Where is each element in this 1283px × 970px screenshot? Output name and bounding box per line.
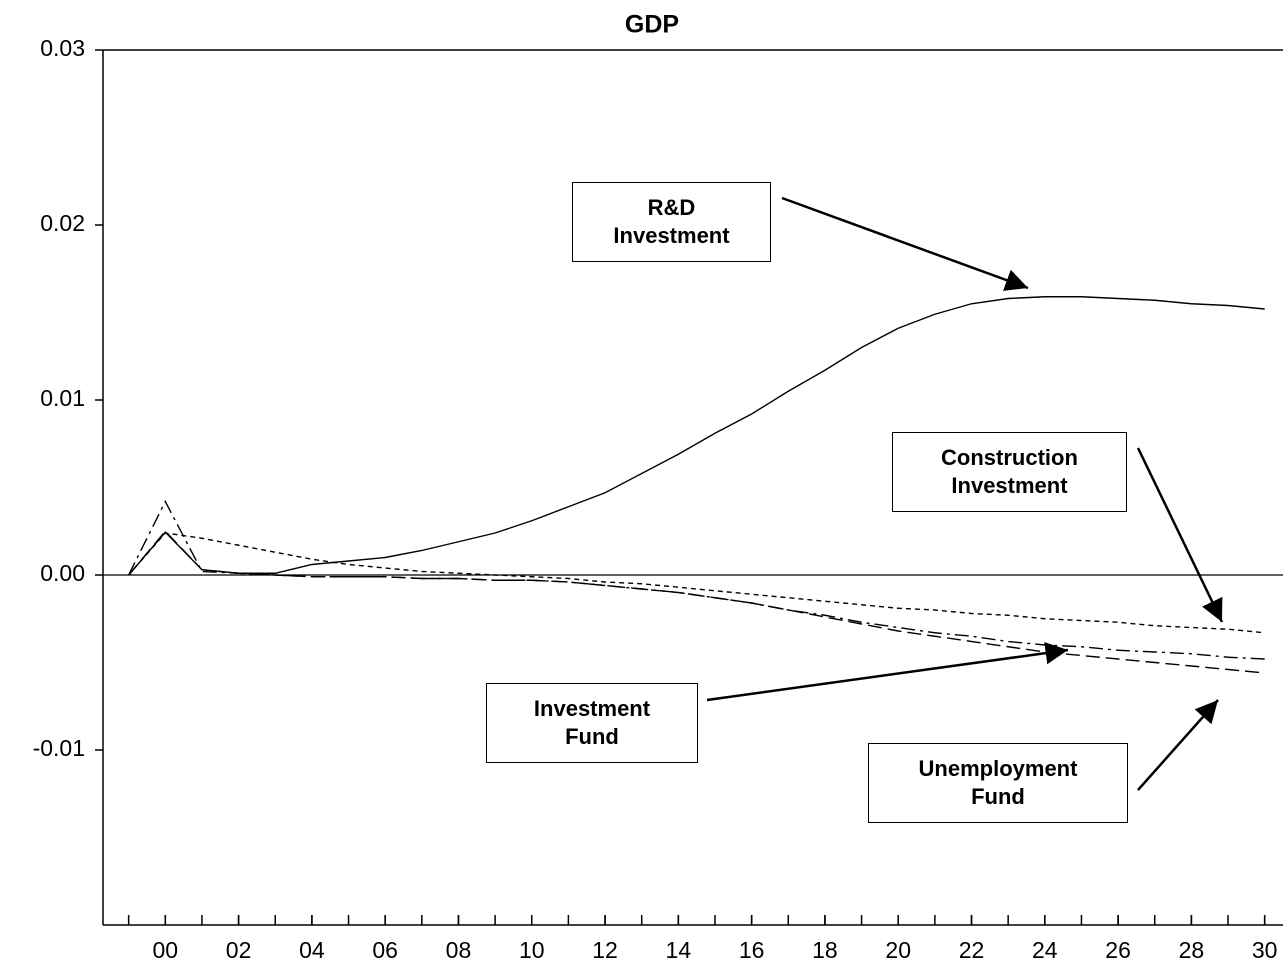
annotation: Construction Investment <box>941 445 1078 498</box>
y-tick-label: 0.03 <box>40 35 85 61</box>
x-tick-label: 06 <box>372 937 398 963</box>
y-tick-label: 0.01 <box>40 385 85 411</box>
y-tick-label: 0.00 <box>40 560 85 586</box>
x-tick-label: 30 <box>1252 937 1278 963</box>
annotation-box: R&D Investment <box>572 182 771 262</box>
arrow <box>1136 447 1224 623</box>
x-tick-label: 14 <box>666 937 692 963</box>
arrow <box>781 196 1029 291</box>
series-line <box>128 532 1265 634</box>
x-tick-label: 04 <box>299 937 325 963</box>
arrow <box>1137 699 1219 791</box>
series-line <box>128 499 1265 660</box>
arrow <box>706 641 1069 702</box>
series-line <box>128 530 1265 674</box>
annotation: Unemployment Fund <box>918 756 1078 809</box>
annotation: Investment Fund <box>533 696 651 749</box>
x-tick-label: 28 <box>1179 937 1205 963</box>
x-tick-label: 20 <box>885 937 911 963</box>
y-tick-label: 0.02 <box>40 210 85 236</box>
x-tick-label: 26 <box>1105 937 1131 963</box>
y-tick-label: -0.01 <box>33 735 85 761</box>
x-tick-label: 22 <box>959 937 985 963</box>
x-tick-label: 18 <box>812 937 838 963</box>
annotation-box: Construction Investment <box>892 432 1127 512</box>
x-tick-label: 10 <box>519 937 545 963</box>
annotation-box: Investment Fund <box>486 683 698 763</box>
series-line <box>128 296 1265 576</box>
x-tick-label: 24 <box>1032 937 1058 963</box>
x-tick-label: 00 <box>153 937 179 963</box>
arrows <box>706 196 1224 791</box>
x-tick-label: 02 <box>226 937 252 963</box>
x-tick-label: 16 <box>739 937 765 963</box>
chart-title: GDP <box>625 11 679 39</box>
x-tick-label: 12 <box>592 937 618 963</box>
x-tick-label: 08 <box>446 937 472 963</box>
annotation-box: Unemployment Fund <box>868 743 1128 823</box>
annotation: R&D Investment <box>613 195 730 248</box>
